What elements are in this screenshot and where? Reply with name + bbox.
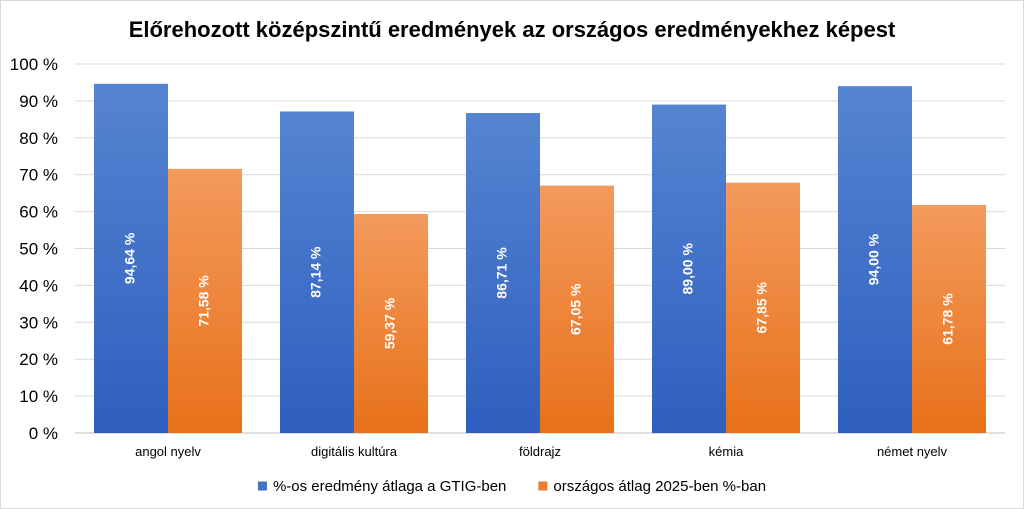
category-label: angol nyelv: [135, 444, 201, 459]
category-label: digitális kultúra: [311, 444, 398, 459]
bars: 94,64 % 71,58 % 87,14 % 59,37 % 86,71 % 67,05…: [94, 83, 986, 434]
bar-gtig-1: [280, 111, 354, 433]
bar-national-0: [168, 168, 242, 433]
chart-title: Előrehozott középszintű eredmények az or…: [129, 17, 896, 42]
legend: %-os eredmény átlaga a GTIG-ben országos …: [257, 478, 766, 495]
category-label: német nyelv: [877, 444, 948, 459]
legend-swatch: [538, 481, 548, 491]
y-tick-label: 100 %: [10, 55, 58, 74]
category-label: földrajz: [519, 444, 561, 459]
legend-swatch: [257, 481, 267, 491]
data-label: 94,00 %: [866, 233, 882, 285]
y-tick-label: 50 %: [19, 240, 58, 259]
y-tick-label: 10 %: [19, 387, 58, 406]
data-label: 71,58 %: [196, 275, 212, 327]
bar-gtig-4: [838, 86, 912, 433]
y-tick-label: 30 %: [19, 313, 58, 332]
data-label: 59,37 %: [382, 297, 398, 349]
category-label: kémia: [709, 444, 744, 459]
y-tick-label: 20 %: [19, 350, 58, 369]
y-tick-label: 60 %: [19, 203, 58, 222]
bar-gtig-3: [652, 104, 726, 433]
data-label: 67,05 %: [568, 283, 584, 335]
y-tick-label: 40 %: [19, 276, 58, 295]
data-label: 94,64 %: [122, 232, 138, 284]
bar-gtig-0: [94, 83, 168, 434]
bar-gtig-2: [466, 113, 540, 433]
data-label: 86,71 %: [494, 247, 510, 299]
x-axis-categories: angol nyelv digitális kultúra földrajz kémi…: [135, 444, 947, 459]
data-label: 61,78 %: [940, 293, 956, 345]
y-tick-label: 80 %: [19, 129, 58, 148]
y-tick-label: 0 %: [29, 424, 58, 443]
bar-national-1: [354, 213, 428, 433]
bar-national-4: [912, 205, 986, 433]
legend-label: %-os eredmény átlaga a GTIG-ben: [273, 478, 506, 495]
data-label: 89,00 %: [680, 243, 696, 295]
bar-national-3: [726, 182, 800, 433]
data-label: 67,85 %: [754, 282, 770, 334]
bar-national-2: [540, 185, 614, 433]
y-tick-label: 70 %: [19, 166, 58, 185]
y-axis-ticks: 0 % 10 % 20 % 30 % 40 % 50 % 60 % 70 % 80 % 90 % 1…: [10, 55, 58, 443]
legend-label: országos átlag 2025-ben %-ban: [553, 478, 766, 495]
data-label: 87,14 %: [308, 246, 324, 298]
y-tick-label: 90 %: [19, 92, 58, 111]
